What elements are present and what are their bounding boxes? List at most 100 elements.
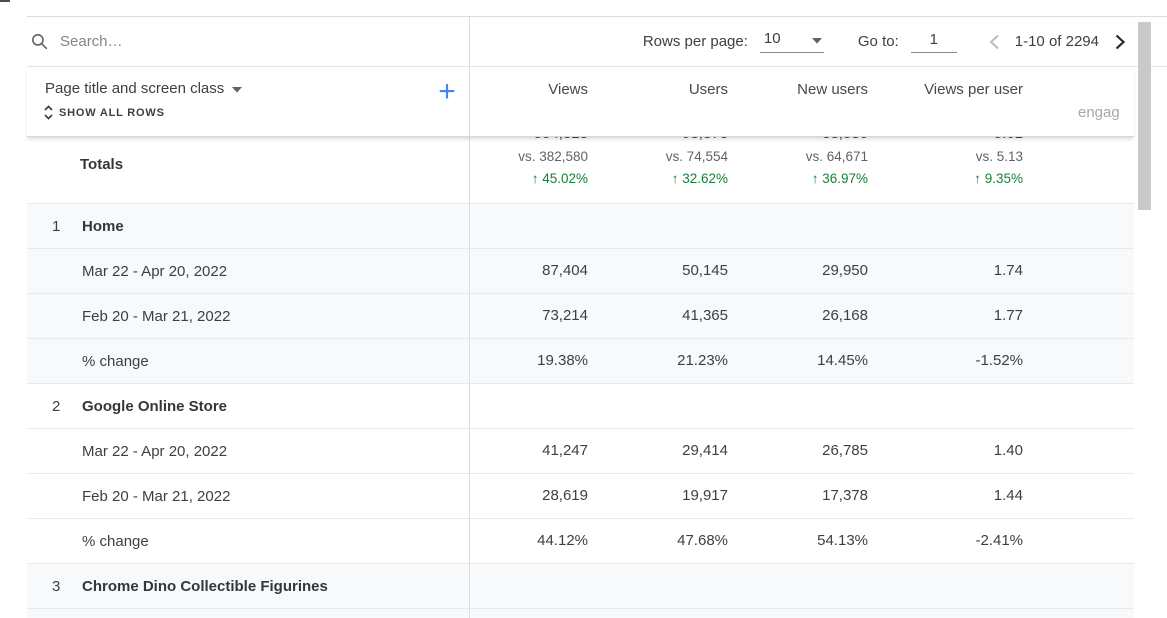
dimension-title: Page title and screen class [45,80,225,97]
column-header-users[interactable]: Users [688,81,728,98]
totals-views-per-user-cell: 5.61 vs. 5.13 ↑ 9.35% [870,125,1025,203]
table-toolbar: Rows per page: 10 Go to: 1-10 of 2294 [27,17,1167,67]
views-value: 41,247 [542,442,588,459]
add-column-button[interactable]: + [430,75,464,109]
totals-users-cell: 98,873 vs. 74,554 ↑ 32.62% [590,125,730,203]
unfold-more-icon [44,105,53,120]
row-number: 3 [52,577,61,595]
totals-label-cell: Totals [27,137,470,203]
dimension-header-cell: Page title and screen class SHOW ALL ROW… [27,67,470,136]
pagination-range: 1-10 of 2294 [1014,33,1099,50]
users-value: 19,917 [682,487,728,504]
table-row-title: 1 Home [27,203,1134,248]
totals-views-vs: vs. 382,580 [518,149,588,164]
table-body: Totals 554,818 vs. 382,580 ↑ 45.02% 98,8… [27,125,1134,618]
dropdown-arrow-icon [232,86,243,93]
row-title-cell: 2 Google Online Store [27,384,470,428]
column-header-engagement-partial: engag [1078,104,1120,121]
totals-row: Totals 554,818 vs. 382,580 ↑ 45.02% 98,8… [27,125,1134,203]
totals-spacer-cell [1025,137,1134,203]
users-change: 47.68% [677,532,728,549]
page-title: Chrome Dino Collectible Figurines [82,577,328,595]
rows-per-page-label: Rows per page: [642,33,748,50]
row-title-cell: 1 Home [27,204,470,248]
new-users-value: 29,950 [822,262,868,279]
date-range-label: Mar 22 - Apr 20, 2022 [82,262,228,280]
date-range-label: Mar 22 - Apr 20, 2022 [82,442,228,460]
date-range-label: Feb 20 - Mar 21, 2022 [82,307,231,325]
rows-per-page-value: 10 [763,30,781,47]
table-row-range1: Mar 22 - Apr 20, 2022 87,404 50,145 29,9… [27,248,1134,293]
table-row-range1: Mar 22 - Apr 20, 2022 41,247 29,414 26,7… [27,428,1134,473]
views-per-user-value: 1.74 [993,262,1023,279]
pagination-controls: Rows per page: 10 Go to: 1-10 of 2294 [470,17,1167,66]
chevron-left-icon [989,34,999,49]
percent-change-label: % change [82,532,149,550]
column-header-views-per-user[interactable]: Views per user [924,81,1023,98]
totals-views-change: ↑ 45.02% [531,171,588,186]
next-page-button[interactable] [1107,31,1133,53]
page-title: Google Online Store [82,397,228,415]
totals-views-cell: 554,818 vs. 382,580 ↑ 45.02% [470,125,590,203]
vertical-scrollbar[interactable] [1138,22,1151,210]
views-value: 73,214 [542,307,588,324]
totals-views-per-user-change: ↑ 9.35% [974,171,1023,186]
totals-users-vs: vs. 74,554 [665,149,728,164]
new-users-change: 54.13% [817,532,868,549]
table-row-range2: Feb 20 - Mar 21, 2022 73,214 41,365 26,1… [27,293,1134,338]
rows-per-page-select[interactable]: 10 [759,30,824,53]
go-to-page-input[interactable] [910,30,957,53]
dimension-selector[interactable]: Page title and screen class [27,67,469,97]
percent-change-label: % change [82,352,149,370]
search-icon [31,33,48,50]
table-row-title: 3 Chrome Dino Collectible Figurines [27,563,1134,608]
row-number: 1 [52,217,61,235]
views-change: 44.12% [537,532,588,549]
users-change: 21.23% [677,352,728,369]
totals-label: Totals [80,156,124,173]
new-users-value: 26,785 [822,442,868,459]
date-range-label: Feb 20 - Mar 21, 2022 [82,487,231,505]
previous-page-button[interactable] [981,31,1007,53]
table-header-row: Page title and screen class SHOW ALL ROW… [27,67,1134,137]
views-value: 28,619 [542,487,588,504]
users-value: 29,414 [682,442,728,459]
plus-icon: + [438,75,456,108]
table-row-partial [27,608,1134,618]
row-title-cell: 3 Chrome Dino Collectible Figurines [27,564,470,608]
column-header-spacer [1025,67,1134,136]
views-per-user-value: 1.40 [993,442,1023,459]
table-row-change: % change 44.12% 47.68% 54.13% -2.41% [27,518,1134,563]
users-value: 50,145 [682,262,728,279]
new-users-value: 17,378 [822,487,868,504]
row-number: 2 [52,397,61,415]
users-value: 41,365 [682,307,728,324]
show-all-rows-button[interactable]: SHOW ALL ROWS [43,105,165,120]
totals-new-users-vs: vs. 64,671 [805,149,868,164]
select-caret-icon [811,38,822,44]
show-all-rows-label: SHOW ALL ROWS [59,106,165,119]
search-input[interactable] [60,33,410,50]
page-title: Home [82,217,124,235]
views-value: 87,404 [542,262,588,279]
totals-views-per-user-vs: vs. 5.13 [975,149,1023,164]
column-header-views[interactable]: Views [548,81,588,98]
table-row-title: 2 Google Online Store [27,383,1134,428]
views-per-user-change: -2.41% [975,532,1023,549]
table-row-change: % change 19.38% 21.23% 14.45% -1.52% [27,338,1134,383]
search-area [27,17,470,66]
views-change: 19.38% [537,352,588,369]
chevron-right-icon [1115,34,1126,49]
new-users-change: 14.45% [817,352,868,369]
analytics-table-card: Rows per page: 10 Go to: 1-10 of 2294 [27,16,1167,618]
totals-users-change: ↑ 32.62% [671,171,728,186]
views-per-user-value: 1.44 [993,487,1023,504]
cropped-ui-fragment [0,0,10,2]
totals-new-users-cell: 88,580 vs. 64,671 ↑ 36.97% [730,125,870,203]
new-users-value: 26,168 [822,307,868,324]
go-to-label: Go to: [857,33,899,50]
totals-new-users-change: ↑ 36.97% [811,171,868,186]
views-per-user-change: -1.52% [975,352,1023,369]
table-row-range2: Feb 20 - Mar 21, 2022 28,619 19,917 17,3… [27,473,1134,518]
column-header-new-users[interactable]: New users [797,81,868,98]
